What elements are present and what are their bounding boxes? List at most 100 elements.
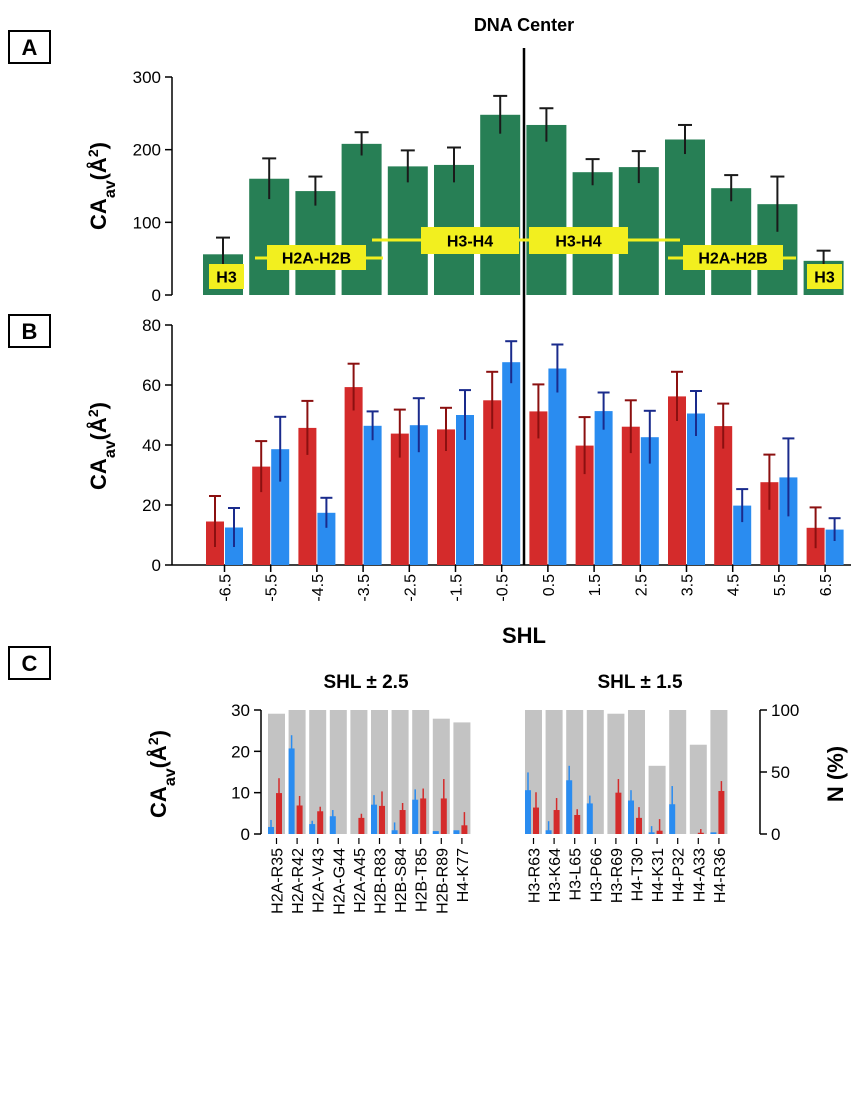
x-tick-label: -6.5 <box>218 574 235 602</box>
bar-blue <box>271 449 290 565</box>
bar-blue <box>586 803 593 834</box>
x-tick-label: H2B-R83 <box>373 848 390 914</box>
y-tick-label: 0 <box>241 825 250 844</box>
x-tick-label: 5.5 <box>772 574 789 596</box>
x-tick-label: H4-T30 <box>630 848 647 901</box>
x-tick-label: -1.5 <box>449 574 466 602</box>
bar-blue <box>825 529 844 565</box>
bar-blue <box>412 799 419 834</box>
chart-a: 0 100 200 300 CAav(Å2) DNA Center H3 H2A-H2B H3-… <box>85 15 844 565</box>
bar-red <box>668 396 686 565</box>
bar-red <box>574 814 581 834</box>
bar-blue <box>317 512 336 565</box>
bar-blue <box>710 832 717 834</box>
domain-box <box>683 245 783 270</box>
bar-blue <box>456 415 474 565</box>
x-tick-label: H4-P32 <box>671 848 688 902</box>
bar-red <box>529 411 548 565</box>
bar-red <box>437 429 455 565</box>
y-axis-label: CAav(Å2) <box>145 730 179 818</box>
svg-text:B: B <box>22 319 38 344</box>
x-tick-label: 6.5 <box>818 574 835 596</box>
bar-blue <box>733 505 752 565</box>
n-percent-bar <box>586 710 604 834</box>
y2-tick-label: 0 <box>771 825 780 844</box>
n-percent-bar <box>391 710 409 834</box>
x-tick-label: H2A-R35 <box>270 848 287 914</box>
bar-blue <box>640 437 659 565</box>
bar-red <box>399 810 406 834</box>
x-tick-label: H4-A33 <box>691 848 708 902</box>
bar-red <box>483 400 502 565</box>
bar-red <box>621 426 640 565</box>
bar-red <box>298 427 317 565</box>
panel-label-c: C <box>8 646 51 680</box>
domain-box <box>529 227 628 254</box>
panel-label-b: B <box>8 314 51 348</box>
y-tick-label: 300 <box>133 68 161 87</box>
bar-blue <box>309 824 316 834</box>
bar-blue <box>409 425 428 565</box>
bar-red <box>276 793 282 834</box>
y-tick-label: 30 <box>231 701 250 720</box>
x-tick-label: H2B-T85 <box>414 848 431 912</box>
bar-red <box>420 798 427 834</box>
bar-red <box>718 791 725 834</box>
n-percent-bar <box>689 744 707 834</box>
bar-blue <box>371 804 377 834</box>
x-tick-label: H3-P66 <box>588 848 605 902</box>
domain-label: H3 <box>814 270 835 287</box>
x-tick-label: 3.5 <box>680 574 697 596</box>
bar-red <box>575 445 594 565</box>
x-tick-label: -0.5 <box>495 574 512 602</box>
bar <box>295 191 336 295</box>
bar-blue <box>566 780 573 834</box>
x-tick-label: H2A-G44 <box>331 848 348 915</box>
domain-label: H3-H4 <box>447 234 493 251</box>
y-tick-label: 40 <box>142 436 161 455</box>
n-percent-bar <box>309 710 327 834</box>
x-tick-label: -2.5 <box>402 574 419 602</box>
n-percent-bar <box>545 710 563 834</box>
svg-text:C: C <box>22 651 38 676</box>
bar <box>711 188 752 295</box>
x-tick-label: H2A-R42 <box>290 848 307 914</box>
y2-axis-label: N (%) <box>823 746 848 802</box>
bar <box>526 124 567 296</box>
x-tick-label: H3-K64 <box>547 848 564 902</box>
n-percent-bar <box>453 722 471 834</box>
domain-box <box>267 245 366 270</box>
y-tick-label: 80 <box>142 316 161 335</box>
bar-blue <box>432 831 439 834</box>
y-tick-label: 20 <box>231 742 250 761</box>
x-tick-label: H3-L65 <box>568 848 585 901</box>
bar-blue <box>453 830 460 834</box>
domain-box <box>807 264 842 289</box>
chart-title: SHL ± 1.5 <box>597 672 682 693</box>
domain-label: H2A-H2B <box>282 251 351 268</box>
bar-blue <box>594 411 613 565</box>
n-percent-bar <box>371 710 388 834</box>
bar-blue <box>628 800 634 834</box>
x-tick-label: -5.5 <box>264 574 281 602</box>
x-tick-label: H4-K77 <box>455 848 472 902</box>
n-percent-bar <box>350 710 368 834</box>
bar-blue <box>329 816 336 834</box>
bar-blue <box>363 425 382 565</box>
bar-red <box>358 817 365 834</box>
n-percent-bar <box>329 710 347 834</box>
x-axis-label: SHL <box>502 623 546 648</box>
bar <box>480 114 521 295</box>
x-tick-label: H2A-V43 <box>311 848 328 913</box>
bar-blue <box>779 477 798 565</box>
x-tick-label: -4.5 <box>310 574 327 602</box>
y-axis-label: CAav(Å2) <box>85 402 119 490</box>
x-tick-label: 2.5 <box>633 574 650 596</box>
bar-blue <box>687 413 705 565</box>
y-tick-label: 20 <box>142 496 161 515</box>
bar-red <box>344 387 363 565</box>
svg-text:A: A <box>22 35 38 60</box>
x-tick-label: H3-R69 <box>609 848 626 903</box>
